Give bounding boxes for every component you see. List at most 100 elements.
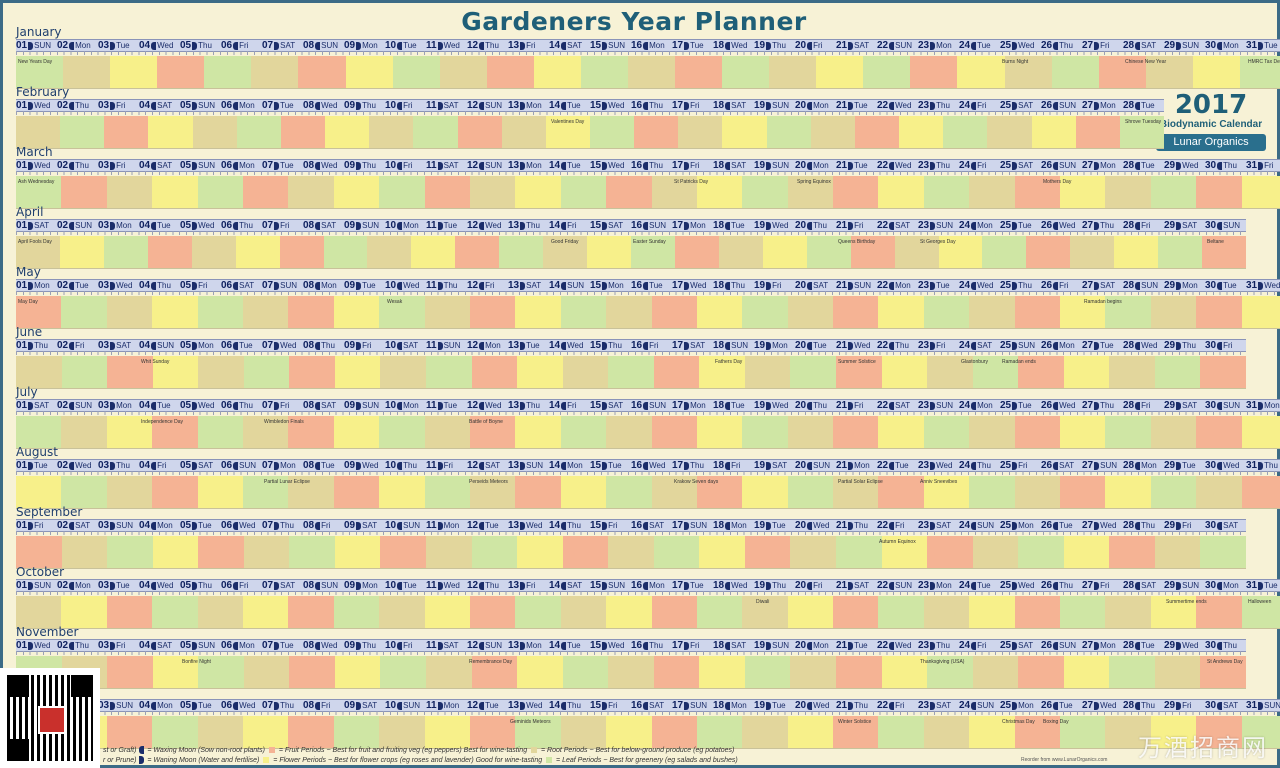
day-cell[interactable]: 30 SUN	[1205, 400, 1246, 411]
day-cell[interactable]: 31 Tue	[1246, 40, 1280, 51]
day-cell[interactable]: 06 Tue	[221, 340, 262, 351]
day-cell[interactable]: 12 SUN	[467, 100, 508, 111]
day-cell[interactable]: 10 Mon	[385, 220, 426, 231]
day-cell[interactable]: 05 Thu	[180, 40, 221, 51]
day-cell[interactable]: 19 Tue	[754, 700, 795, 711]
day-cell[interactable]: 17 SAT	[672, 340, 713, 351]
day-cell[interactable]: 18 SAT	[713, 100, 754, 111]
day-cell[interactable]: 01 Wed	[16, 160, 57, 171]
day-cell[interactable]: 10 Fri	[385, 640, 426, 651]
day-cell[interactable]: 03 SUN	[98, 520, 139, 531]
day-cell[interactable]: 23 SAT	[918, 520, 959, 531]
day-cell[interactable]: 05 Mon	[180, 340, 221, 351]
day-cell[interactable]: 30 SAT	[1205, 520, 1246, 531]
day-cell[interactable]: 07 Fri	[262, 400, 303, 411]
day-cell[interactable]: 22 SUN	[877, 580, 918, 591]
day-cell[interactable]: 13 Wed	[508, 520, 549, 531]
day-cell[interactable]: 19 Thu	[754, 40, 795, 51]
day-cell[interactable]: 26 Wed	[1041, 400, 1082, 411]
day-cell[interactable]: 16 Fri	[631, 340, 672, 351]
day-cell[interactable]: 19 Mon	[754, 340, 795, 351]
day-cell[interactable]: 09 SAT	[344, 520, 385, 531]
day-cell[interactable]: 21 Thu	[836, 520, 877, 531]
day-cell[interactable]: 27 Fri	[1082, 580, 1123, 591]
day-cell[interactable]: 22 SUN	[877, 40, 918, 51]
day-cell[interactable]: 19 SUN	[754, 160, 795, 171]
day-cell[interactable]: 25 SAT	[1000, 640, 1041, 651]
day-cell[interactable]: 15 SUN	[590, 40, 631, 51]
day-cell[interactable]: 08 SUN	[303, 580, 344, 591]
day-cell[interactable]: 17 SUN	[672, 520, 713, 531]
day-cell[interactable]: 28 SUN	[1123, 280, 1164, 291]
day-cell[interactable]: 15 Mon	[590, 280, 631, 291]
day-cell[interactable]: 05 SAT	[180, 460, 221, 471]
day-cell[interactable]: 16 SUN	[631, 400, 672, 411]
day-cell[interactable]: 12 Thu	[467, 580, 508, 591]
day-cell[interactable]: 15 Fri	[590, 520, 631, 531]
day-cell[interactable]: 18 Fri	[713, 460, 754, 471]
day-cell[interactable]: 30 Mon	[1205, 40, 1246, 51]
day-cell[interactable]: 12 Wed	[467, 400, 508, 411]
day-cell[interactable]: 24 Fri	[959, 100, 1000, 111]
day-cell[interactable]: 06 Wed	[221, 700, 262, 711]
day-cell[interactable]: 07 Tue	[262, 640, 303, 651]
day-cell[interactable]: 27 Thu	[1082, 400, 1123, 411]
day-cell[interactable]: 07 Fri	[262, 220, 303, 231]
day-cell[interactable]: 27 Tue	[1082, 340, 1123, 351]
day-cell[interactable]: 22 Mon	[877, 280, 918, 291]
day-cell[interactable]: 24 Mon	[959, 400, 1000, 411]
day-cell[interactable]: 18 SAT	[713, 640, 754, 651]
day-cell[interactable]: 28 Tue	[1123, 100, 1164, 111]
day-cell[interactable]: 07 Wed	[262, 340, 303, 351]
day-cell[interactable]: 25 SAT	[1000, 100, 1041, 111]
day-cell[interactable]: 04 Wed	[139, 40, 180, 51]
day-cell[interactable]: 01 SAT	[16, 400, 57, 411]
day-cell[interactable]: 21 SUN	[836, 280, 877, 291]
day-cell[interactable]: 28 Fri	[1123, 400, 1164, 411]
day-cell[interactable]: 04 SAT	[139, 160, 180, 171]
day-cell[interactable]: 09 Mon	[344, 580, 385, 591]
day-cell[interactable]: 23 Mon	[918, 40, 959, 51]
day-cell[interactable]: 03 SUN	[98, 700, 139, 711]
day-cell[interactable]: 26 Mon	[1041, 340, 1082, 351]
day-cell[interactable]: 14 Fri	[549, 400, 590, 411]
day-cell[interactable]: 17 Tue	[672, 580, 713, 591]
day-cell[interactable]: 20 Fri	[795, 580, 836, 591]
day-cell[interactable]: 02 Mon	[57, 40, 98, 51]
day-cell[interactable]: 29 Mon	[1164, 280, 1205, 291]
day-cell[interactable]: 02 SUN	[57, 400, 98, 411]
day-cell[interactable]: 03 Fri	[98, 160, 139, 171]
day-cell[interactable]: 07 SAT	[262, 580, 303, 591]
day-cell[interactable]: 03 Wed	[98, 280, 139, 291]
day-cell[interactable]: 21 SAT	[836, 580, 877, 591]
day-cell[interactable]: 27 Mon	[1082, 160, 1123, 171]
day-cell[interactable]: 30 Tue	[1205, 280, 1246, 291]
day-cell[interactable]: 13 Fri	[508, 580, 549, 591]
day-cell[interactable]: 24 Wed	[959, 280, 1000, 291]
day-cell[interactable]: 27 SAT	[1082, 280, 1123, 291]
day-cell[interactable]: 15 SAT	[590, 400, 631, 411]
day-cell[interactable]: 01 SAT	[16, 220, 57, 231]
day-cell[interactable]: 29 SAT	[1164, 220, 1205, 231]
day-cell[interactable]: 11 SAT	[426, 100, 467, 111]
day-cell[interactable]: 23 Thu	[918, 160, 959, 171]
day-cell[interactable]: 30 Fri	[1205, 340, 1246, 351]
day-cell[interactable]: 14 Thu	[549, 520, 590, 531]
day-cell[interactable]: 22 SAT	[877, 400, 918, 411]
day-cell[interactable]: 26 Wed	[1041, 220, 1082, 231]
day-cell[interactable]: 16 Tue	[631, 280, 672, 291]
day-cell[interactable]: 13 SAT	[508, 280, 549, 291]
day-cell[interactable]: 25 Mon	[1000, 520, 1041, 531]
day-cell[interactable]: 28 Fri	[1123, 220, 1164, 231]
day-cell[interactable]: 05 SUN	[180, 640, 221, 651]
day-cell[interactable]: 04 Wed	[139, 580, 180, 591]
day-cell[interactable]: 27 Wed	[1082, 700, 1123, 711]
day-cell[interactable]: 31 Fri	[1246, 160, 1280, 171]
day-cell[interactable]: 09 Thu	[344, 100, 385, 111]
day-cell[interactable]: 11 Mon	[426, 700, 467, 711]
qr-code[interactable]	[0, 668, 100, 768]
day-cell[interactable]: 13 Thu	[508, 220, 549, 231]
day-cell[interactable]: 13 Thu	[508, 400, 549, 411]
day-cell[interactable]: 23 Wed	[918, 460, 959, 471]
